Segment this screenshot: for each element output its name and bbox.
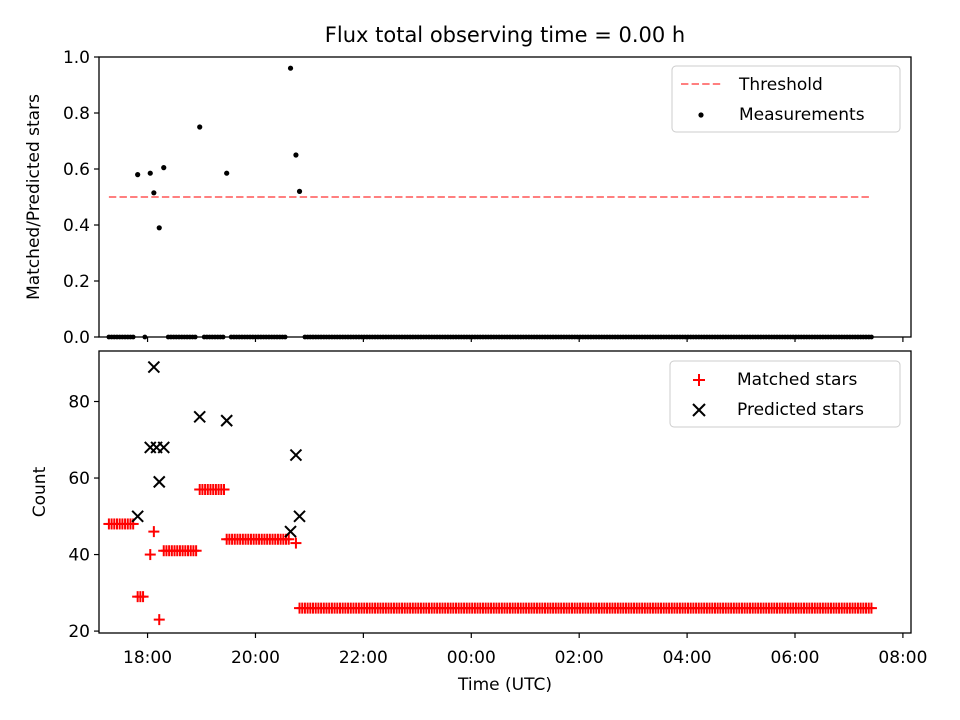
bottom-y-tick-label: 60 — [68, 469, 90, 489]
bottom-legend: Matched stars Predicted stars — [669, 360, 901, 428]
legend-matched-marker — [693, 374, 705, 386]
matched-star-point — [290, 537, 302, 549]
top-y-tick-label: 0.8 — [63, 104, 90, 124]
top-y-tick-label: 0.0 — [63, 328, 90, 348]
predicted-star-point — [147, 360, 161, 374]
top-plot: 0.0 0.2 0.4 0.6 0.8 1.0 Matched/Predicted sta… — [24, 48, 912, 348]
bottom-y-tick-label: 80 — [68, 393, 90, 413]
legend-predicted-label: Predicted stars — [737, 400, 864, 420]
legend-threshold-label: Threshold — [738, 75, 823, 95]
legend-predicted-marker — [692, 403, 706, 417]
bottom-legend-box — [669, 360, 901, 428]
predicted-star-point — [293, 510, 306, 523]
bottom-y-axis-label: Count — [30, 466, 50, 517]
predicted-star-point — [131, 510, 144, 523]
matched-star-point — [148, 526, 160, 538]
x-tick-label: 20:00 — [231, 648, 280, 668]
matched-star-point — [865, 602, 877, 614]
chart-title: Flux total observing time = 0.00 h — [325, 23, 685, 47]
top-y-axis-label: Matched/Predicted stars — [24, 94, 44, 300]
measurement-point — [224, 170, 230, 176]
predicted-star-point — [284, 525, 297, 538]
measurement-point — [135, 172, 141, 178]
measurement-point — [197, 124, 203, 130]
matched-star-point — [283, 533, 295, 545]
predicted-star-point — [153, 475, 166, 489]
measurement-point — [156, 225, 162, 231]
measurement-point — [293, 152, 299, 158]
x-axis-label: Time (UTC) — [457, 675, 552, 695]
matched-star-point — [153, 614, 165, 626]
top-y-tick-label: 0.4 — [63, 216, 90, 236]
top-plot-frame — [98, 56, 912, 338]
predicted-star-point — [193, 410, 206, 424]
bottom-y-tick-label: 20 — [68, 622, 90, 642]
bottom-plot-frame — [98, 350, 912, 634]
matched-star-point — [137, 591, 149, 603]
bottom-plot: 20 40 60 80 18:00 20:00 22:00 00:00 02:00 04:00 06… — [30, 350, 927, 695]
predicted-star-point — [220, 414, 233, 427]
measurement-point — [151, 190, 157, 196]
predicted-star-point — [289, 448, 303, 462]
legend-matched-label: Matched stars — [737, 370, 857, 390]
top-y-tick-label: 0.2 — [63, 272, 90, 292]
matched-star-point — [218, 484, 230, 496]
x-tick-label: 22:00 — [339, 648, 388, 668]
measurement-point — [287, 65, 294, 71]
predicted-star-point — [157, 441, 170, 454]
measurement-point — [296, 188, 303, 194]
x-tick-label: 04:00 — [663, 648, 712, 668]
bottom-y-tick-label: 40 — [68, 546, 90, 566]
x-tick-label: 02:00 — [555, 648, 604, 668]
x-tick-label: 00:00 — [447, 648, 496, 668]
measurement-point — [161, 165, 167, 171]
x-tick-label: 06:00 — [771, 648, 820, 668]
x-tick-label: 18:00 — [123, 648, 172, 668]
x-tick-label: 08:00 — [878, 648, 927, 668]
matched-star-point — [144, 549, 156, 561]
top-y-tick-label: 1.0 — [63, 48, 90, 68]
top-legend: Threshold Measurements — [671, 65, 901, 133]
top-y-tick-label: 0.6 — [63, 160, 90, 180]
legend-measurements-marker — [698, 112, 704, 118]
matched-star-point — [190, 545, 202, 557]
top-legend-box — [671, 65, 901, 133]
legend-measurements-label: Measurements — [739, 105, 865, 125]
measurement-point — [147, 170, 153, 176]
